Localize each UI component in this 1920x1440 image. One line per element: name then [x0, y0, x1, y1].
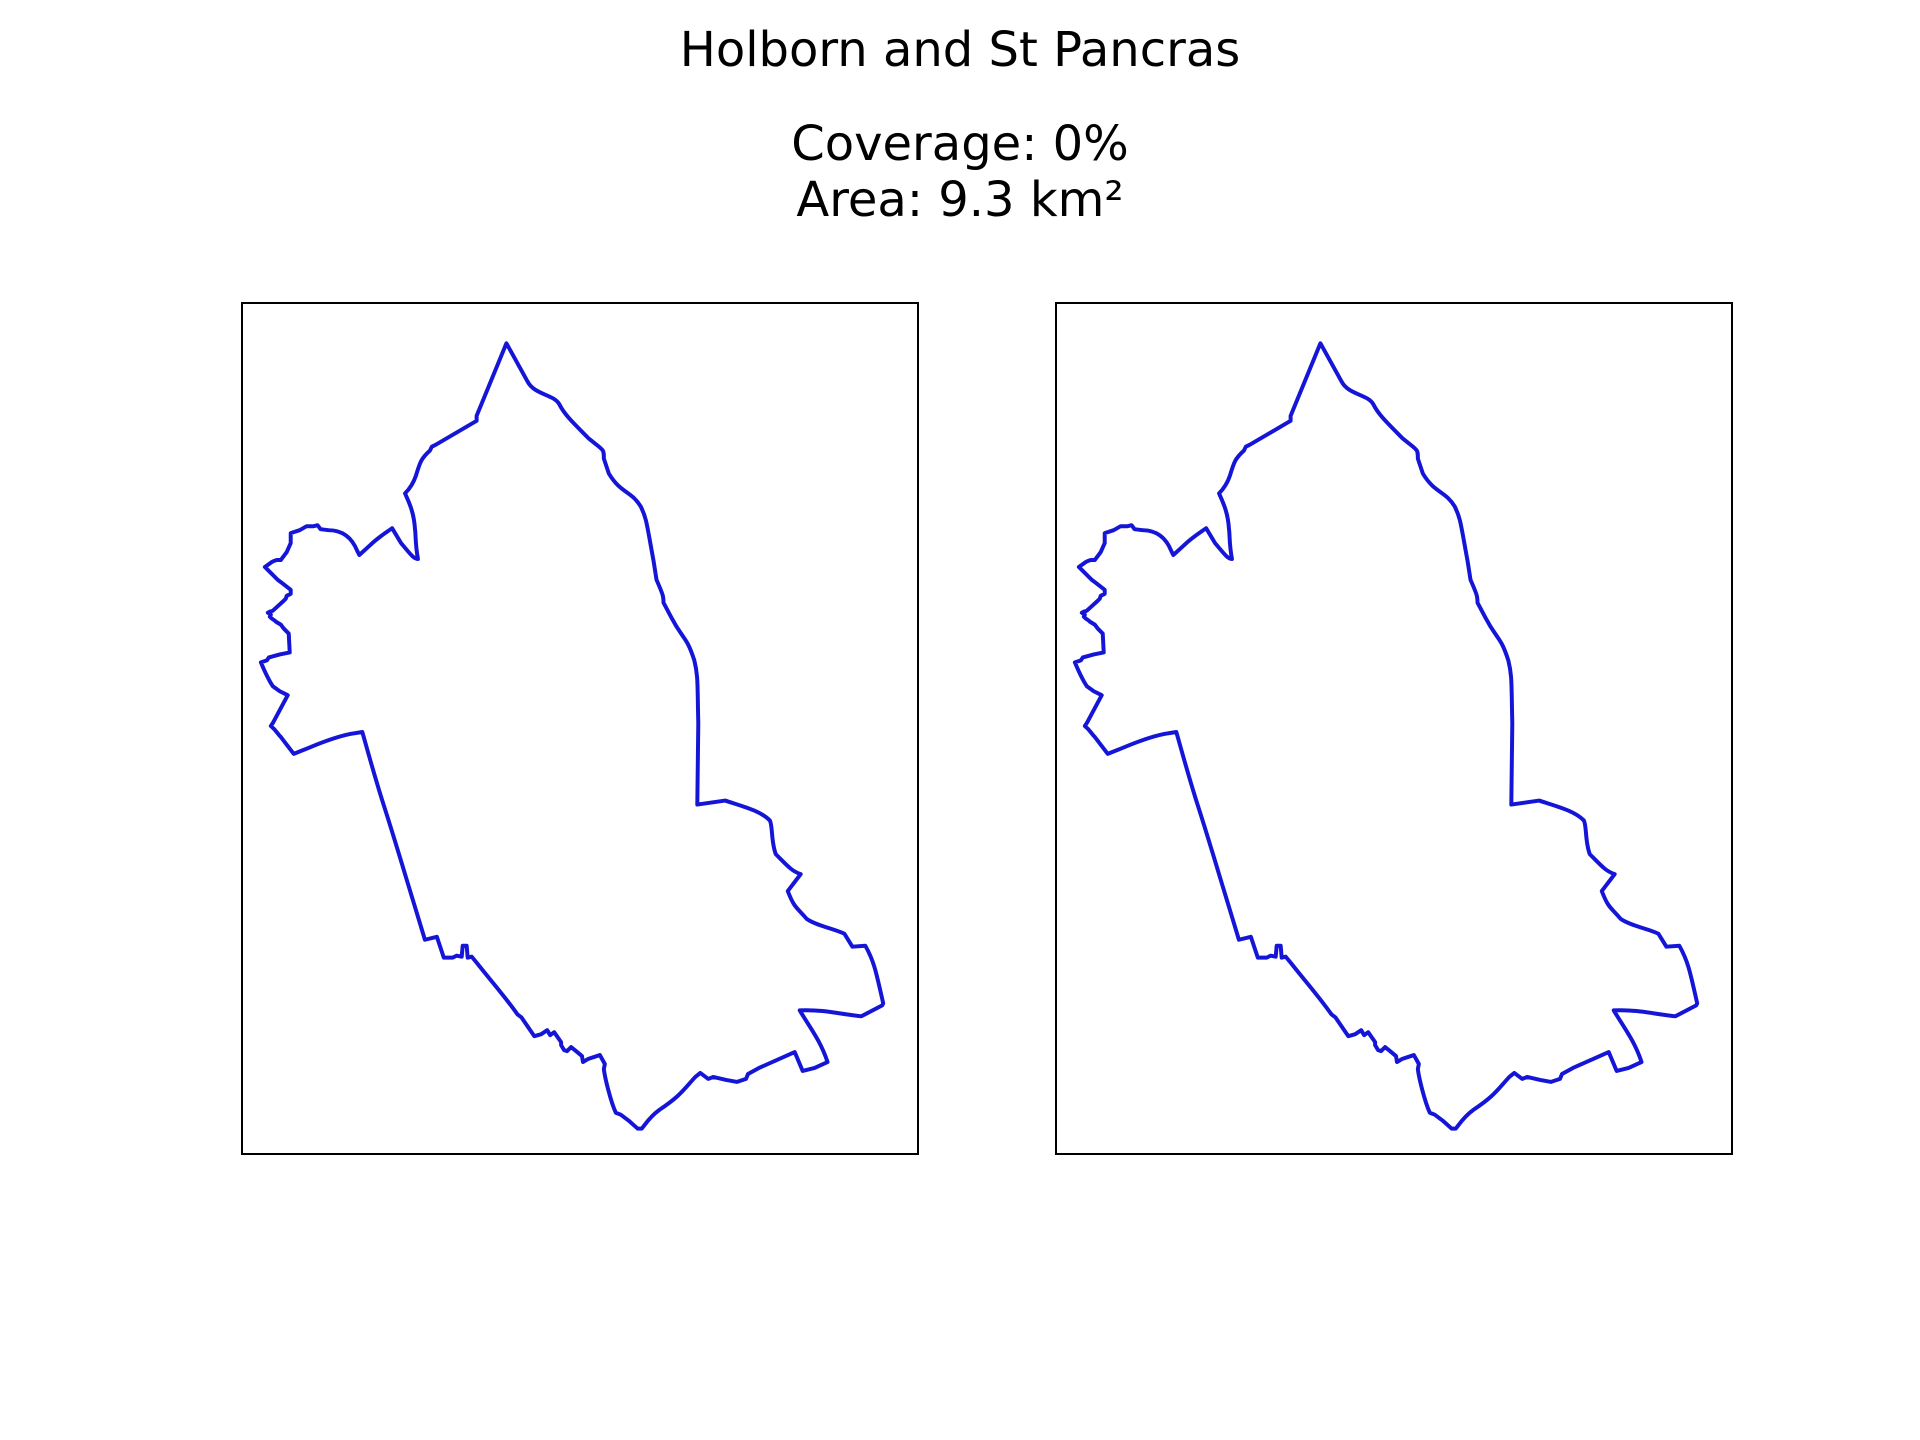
right-map-svg [1072, 341, 1700, 1131]
left-map-svg [258, 341, 886, 1131]
left-constituency-boundary [258, 341, 886, 1131]
map-title: Holborn and St Pancras [679, 22, 1241, 78]
right-map-panel [1055, 302, 1733, 1155]
stats-block: Coverage: 0% Area: 9.3 km² [0, 116, 1920, 228]
left-map-panel [241, 302, 919, 1155]
coverage-text: Coverage: 0% [791, 116, 1129, 172]
area-text: Area: 9.3 km² [796, 172, 1124, 228]
right-constituency-boundary [1072, 341, 1700, 1131]
